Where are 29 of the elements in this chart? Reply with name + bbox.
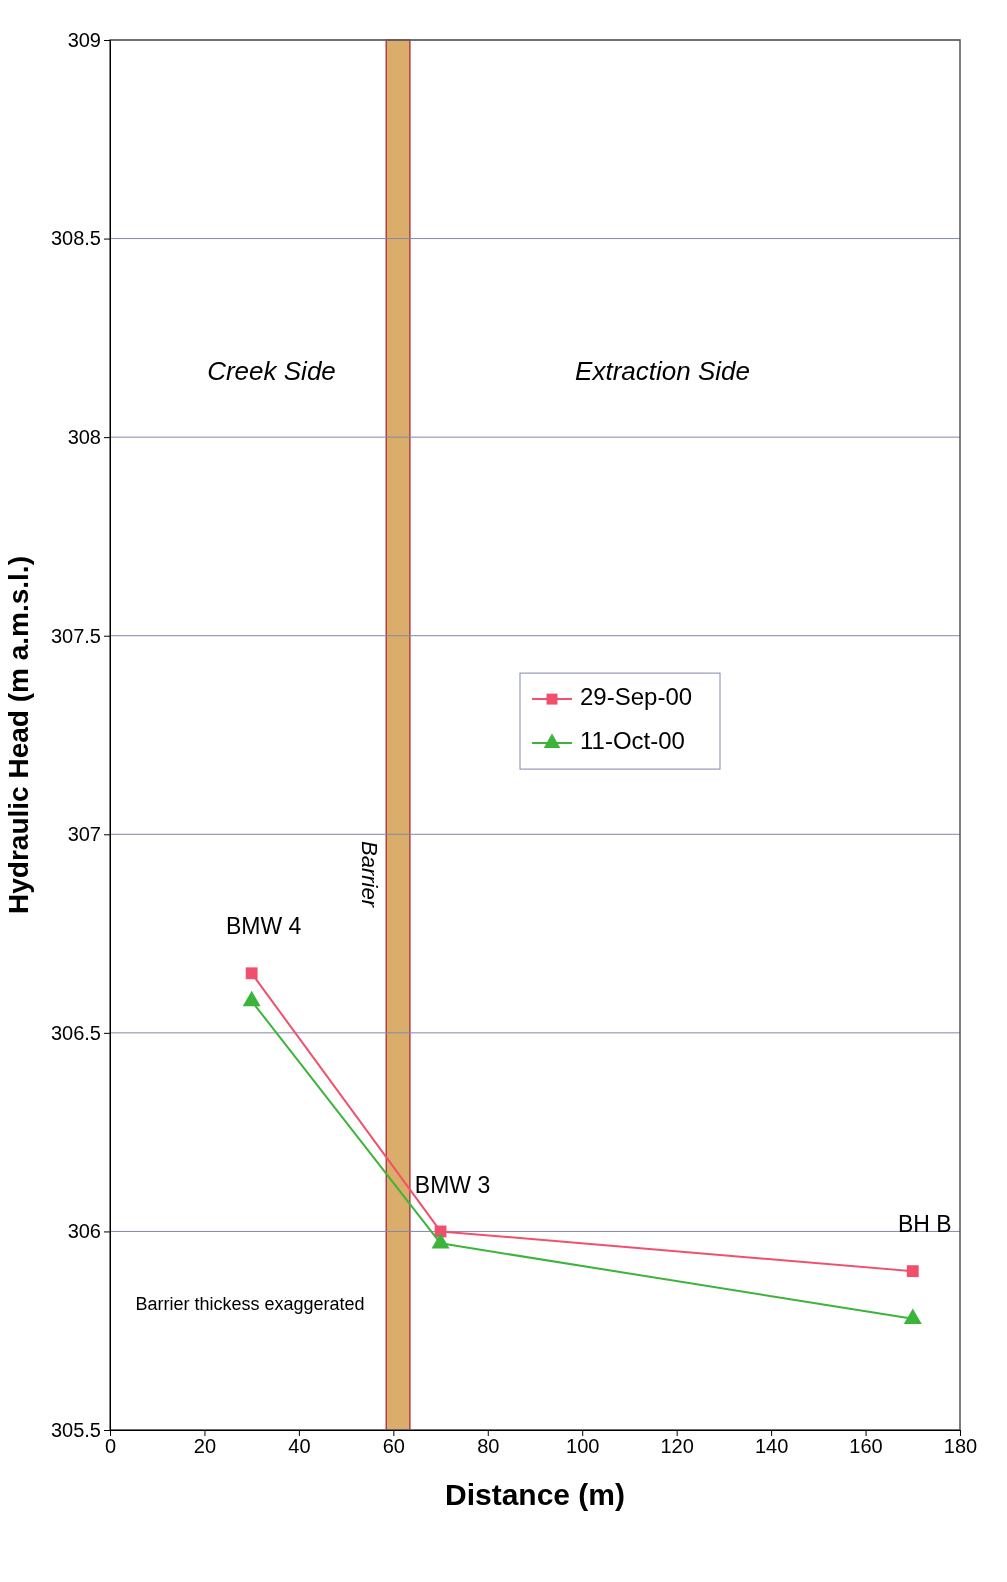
annotation: Extraction Side	[575, 356, 750, 387]
x-axis-title: Distance (m)	[444, 1478, 626, 1511]
band-label: Barrier	[357, 840, 383, 909]
x-tick-label: 120	[660, 1435, 694, 1458]
x-tick-label: 140	[754, 1435, 789, 1458]
y-tick-label: 308.5	[50, 227, 101, 250]
x-tick-label: 20	[193, 1435, 217, 1458]
annotation: Barrier thickess exaggerated	[135, 1293, 365, 1314]
legend-label: 11-Oct-00	[580, 727, 685, 755]
x-tick-label: 160	[849, 1435, 883, 1458]
y-tick-label: 309	[67, 28, 101, 51]
y-tick-label: 306.5	[50, 1021, 101, 1044]
x-tick-label: 60	[382, 1435, 405, 1458]
x-tick-label: 0	[104, 1435, 117, 1458]
annotation: Creek Side	[207, 356, 336, 387]
x-tick-label: 100	[566, 1435, 600, 1458]
y-tick-label: 306	[67, 1220, 101, 1243]
x-tick-label: 40	[288, 1435, 311, 1458]
x-tick-label: 180	[943, 1435, 978, 1458]
y-axis-title: Hydraulic Head (m a.m.s.l.)	[3, 556, 34, 914]
y-tick-label: 308	[67, 426, 101, 449]
x-tick-label: 80	[477, 1435, 500, 1458]
y-tick-label: 305.5	[50, 1418, 101, 1441]
annotation: BMW 3	[414, 1171, 491, 1198]
y-tick-label: 307	[67, 823, 101, 846]
y-tick-label: 307.5	[50, 624, 101, 647]
legend-label: 29-Sep-00	[580, 683, 693, 711]
annotation: BMW 4	[225, 913, 302, 940]
annotation: BH B	[897, 1211, 952, 1238]
